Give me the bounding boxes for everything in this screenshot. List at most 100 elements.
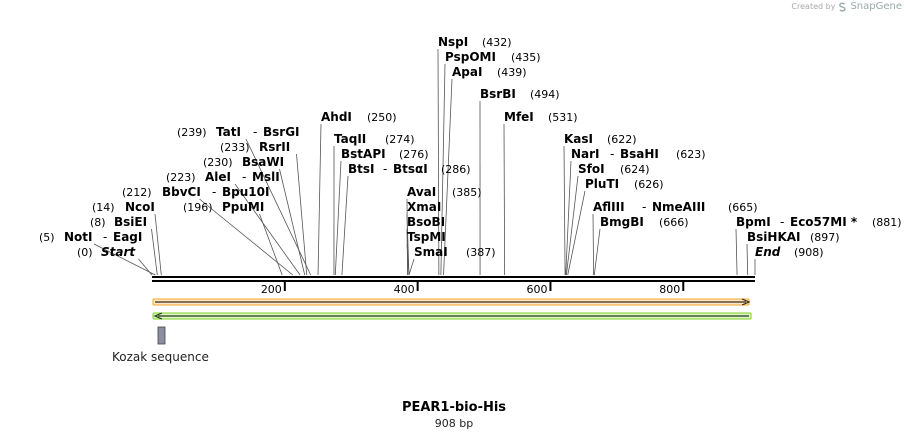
site-name: AvaI (407, 185, 436, 199)
site-name-separator: - (212, 185, 216, 199)
site-position: (230) (203, 156, 233, 169)
leader-lines (93, 48, 756, 276)
ruler-ticks: 200 400 600 800 (261, 282, 685, 296)
credit-prefix: Created by (791, 2, 836, 11)
site-name: BsaWI (242, 155, 284, 169)
site-leader-line (151, 228, 158, 276)
site-name-separator: - (610, 147, 614, 161)
site-name-separator: - (253, 125, 257, 139)
site-name: Start (101, 245, 136, 259)
site-name: BstAPI (341, 147, 386, 161)
site-name-separator: - (103, 230, 107, 244)
site-name: BpmI (736, 215, 771, 229)
site-position: (387) (466, 246, 496, 259)
site-name-secondary: BsaHI (620, 147, 659, 161)
site-leader-line (565, 175, 579, 276)
site-leader-line (746, 243, 749, 276)
site-name-secondary: EagI (113, 230, 142, 244)
site-leader-line (334, 160, 342, 276)
site-name-separator: - (780, 215, 784, 229)
site-position: (196) (183, 201, 213, 214)
site-position: (908) (794, 246, 824, 259)
kozak-feature-box (157, 326, 166, 345)
site-leader-line (563, 145, 566, 276)
site-position: (385) (452, 186, 482, 199)
site-position: (623) (676, 148, 706, 161)
site-leader-line (296, 153, 308, 276)
site-name: ApaI (452, 65, 482, 79)
reverse-feature-arrow (152, 312, 752, 320)
site-position: (881) (872, 216, 902, 229)
site-leader-line (279, 168, 306, 276)
site-name: AhdI (321, 110, 352, 124)
site-position: (8) (90, 216, 106, 229)
site-name: End (755, 245, 781, 259)
site-name-secondary: Eco57MI * (790, 215, 858, 229)
site-leader-line (437, 48, 440, 276)
site-name: BbvCI (162, 185, 201, 199)
site-position: (212) (122, 186, 152, 199)
site-leader-line (245, 138, 312, 276)
credit-brand: SnapGene (850, 1, 902, 12)
site-leader-line (341, 175, 349, 276)
site-leader-line (503, 123, 506, 276)
site-name: XmaI (407, 200, 441, 214)
cds-forward-arrow (152, 298, 751, 306)
sequence-backbone-strand (152, 280, 755, 282)
site-leader-line (154, 213, 162, 276)
site-name: AleI (205, 170, 231, 184)
site-name: KasI (564, 132, 593, 146)
site-name: BsoBI (407, 215, 445, 229)
site-position: (624) (620, 163, 650, 176)
site-name: SfoI (578, 162, 605, 176)
site-name: BsrBI (480, 87, 516, 101)
site-name: MfeI (504, 110, 534, 124)
site-position: (239) (177, 126, 207, 139)
site-position: (622) (607, 133, 637, 146)
site-position: (432) (482, 36, 512, 49)
site-leader-line (406, 243, 410, 276)
site-name-secondary: Bpu10I (222, 185, 269, 199)
site-leader-line (317, 123, 322, 276)
site-leader-line (565, 160, 572, 276)
ruler-tick-label: 400 (394, 283, 415, 296)
site-position: (286) (441, 163, 471, 176)
site-name: TspMI (407, 230, 446, 244)
plasmid-length: 908 bp (434, 417, 474, 430)
site-position: (435) (511, 51, 541, 64)
site-name-separator: - (383, 162, 387, 176)
site-leader-line (440, 63, 446, 276)
site-leader-line (443, 78, 453, 276)
sequence-backbone (152, 276, 755, 278)
ruler-tick-label: 200 (261, 283, 282, 296)
site-position: (494) (530, 88, 560, 101)
site-position: (5) (39, 231, 55, 244)
site-leader-line (593, 228, 601, 276)
site-name: BsiEI (114, 215, 147, 229)
site-position: (439) (497, 66, 527, 79)
site-leader-line (234, 183, 301, 276)
site-name-secondary: BtsαI (393, 162, 428, 176)
site-name: PluTI (585, 177, 619, 191)
site-name: NotI (64, 230, 93, 244)
snapgene-logo-icon (839, 2, 847, 12)
site-leader-line (93, 243, 156, 276)
kozak-sequence-label: Kozak sequence (112, 350, 209, 364)
site-name: PspOMI (445, 50, 496, 64)
site-name: SmaI (414, 245, 448, 259)
site-name: NspI (438, 35, 468, 49)
site-position: (14) (92, 201, 115, 214)
site-name: TaqII (334, 132, 366, 146)
site-name: AflIII (593, 200, 625, 214)
snapgene-credit: Created by SnapGene (791, 1, 902, 12)
site-name-secondary: MslI (252, 170, 280, 184)
site-name: BmgBI (600, 215, 644, 229)
site-labels: Start(0)NotI - EagI(5)BsiEI(8)NcoI(14)BbvC… (39, 35, 902, 259)
site-name: NcoI (125, 200, 155, 214)
site-name: BtsI (348, 162, 375, 176)
site-name: BsiHKAI (747, 230, 801, 244)
plasmid-title: PEAR1-bio-His (401, 400, 507, 415)
site-name-secondary: BsrGI (263, 125, 300, 139)
site-position: (223) (166, 171, 196, 184)
